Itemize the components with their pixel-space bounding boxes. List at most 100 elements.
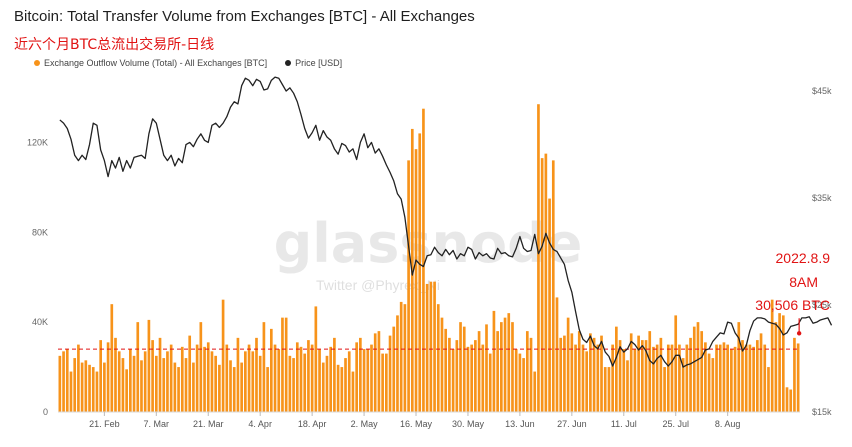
outflow-bar — [470, 344, 473, 412]
outflow-bar — [496, 331, 499, 412]
price-line — [59, 76, 833, 368]
outflow-bar — [62, 351, 65, 412]
outflow-bar — [173, 362, 177, 412]
outflow-bar — [99, 340, 102, 412]
outflow-bar — [793, 337, 796, 412]
outflow-bar — [574, 344, 577, 412]
outflow-bar — [251, 351, 255, 412]
outflow-bar — [262, 322, 266, 412]
outflow-bar — [362, 349, 366, 412]
outflow-bar — [188, 335, 192, 412]
outflow-bar — [730, 349, 733, 412]
outflow-bar — [266, 367, 269, 412]
outflow-bar — [295, 342, 299, 412]
outflow-bar — [752, 346, 755, 412]
outflow-bar — [221, 299, 225, 412]
outflow-bar — [385, 353, 388, 412]
outflow-bar — [210, 351, 214, 412]
outflow-bar — [626, 360, 629, 412]
outflow-bar — [284, 317, 288, 412]
outflow-bar — [774, 322, 778, 412]
outflow-bar — [407, 160, 410, 412]
outflow-bar — [414, 149, 418, 412]
outflow-bar — [347, 351, 351, 412]
outflow-bar — [555, 297, 559, 412]
outflow-bar — [77, 344, 80, 412]
outflow-bar — [147, 319, 151, 412]
outflow-bar — [392, 326, 396, 412]
outflow-bar — [192, 362, 195, 412]
outflow-bar — [422, 108, 425, 412]
outflow-bar — [529, 337, 533, 412]
outflow-bar — [388, 335, 392, 412]
annotation-date: 2022.8.9 — [775, 250, 831, 266]
outflow-bar — [551, 160, 555, 412]
legend-item-price[interactable]: Price [USD] — [285, 58, 342, 68]
x-tick-label: 4. Apr — [248, 419, 272, 429]
outflow-bar — [396, 315, 399, 412]
chart-subtitle: 近六个月BTC总流出交易所-日线 — [14, 37, 215, 53]
left-tick-label: 40K — [32, 317, 48, 327]
outflow-bar — [544, 153, 548, 412]
outflow-bar — [448, 337, 451, 412]
outflow-bar — [537, 104, 540, 413]
outflow-bar — [129, 349, 132, 412]
outflow-bar — [570, 333, 574, 412]
outflow-bar — [95, 371, 99, 412]
outflow-bar — [663, 367, 666, 412]
outflow-bar — [611, 344, 614, 412]
outflow-bar — [596, 344, 600, 412]
outflow-bar — [132, 355, 136, 412]
outflow-bar — [696, 322, 700, 412]
outflow-bar — [336, 364, 340, 412]
outflow-bar — [629, 333, 633, 412]
outflow-bar — [377, 331, 381, 412]
outflow-bar — [756, 340, 759, 412]
outflow-bar — [140, 360, 143, 412]
outflow-bar — [429, 281, 433, 412]
outflow-bar — [718, 344, 722, 412]
outflow-bar — [344, 358, 347, 412]
x-tick-label: 21. Feb — [89, 419, 120, 429]
outflow-bar — [781, 315, 785, 412]
outflow-bar — [440, 317, 444, 412]
outflow-bar — [203, 346, 206, 412]
outflow-bar — [715, 344, 718, 412]
x-tick-label: 13. Jun — [505, 419, 535, 429]
outflow-bar — [114, 337, 117, 412]
outflow-bar — [785, 387, 789, 412]
outflow-bar — [637, 335, 640, 412]
left-tick-label: 0 — [43, 407, 48, 417]
watermark-credit: Twitter @Phyrex_Ni — [316, 277, 440, 293]
outflow-bar — [592, 337, 596, 412]
x-tick-label: 16. May — [400, 419, 433, 429]
outflow-bar — [466, 346, 470, 412]
legend-item-outflow[interactable]: Exchange Outflow Volume (Total) - All Ex… — [34, 58, 267, 68]
outflow-bar — [685, 344, 689, 412]
outflow-bar — [692, 326, 696, 412]
legend-label-price: Price [USD] — [295, 58, 343, 68]
outflow-bar — [741, 340, 744, 412]
outflow-bar — [796, 343, 800, 412]
orange-dot-icon — [34, 60, 40, 66]
outflow-bar — [373, 333, 377, 412]
outflow-bar — [318, 349, 321, 412]
outflow-bar — [333, 337, 336, 412]
outflow-bar — [121, 358, 125, 412]
outflow-bar — [652, 346, 655, 412]
outflow-bar — [704, 342, 707, 412]
x-tick-label: 25. Jul — [662, 419, 689, 429]
outflow-bar — [351, 371, 355, 412]
annotation-volume: 30,506 BTC — [755, 297, 830, 313]
outflow-bar — [492, 310, 496, 412]
outflow-bar — [370, 344, 373, 412]
outflow-bar — [425, 283, 429, 412]
outflow-bar — [444, 328, 448, 412]
outflow-bar — [151, 340, 154, 412]
outflow-bar — [106, 342, 110, 412]
outflow-bar — [366, 349, 370, 412]
outflow-bar — [618, 340, 622, 412]
x-tick-label: 18. Apr — [298, 419, 327, 429]
outflow-bar — [670, 344, 674, 412]
outflow-bar — [199, 322, 203, 412]
